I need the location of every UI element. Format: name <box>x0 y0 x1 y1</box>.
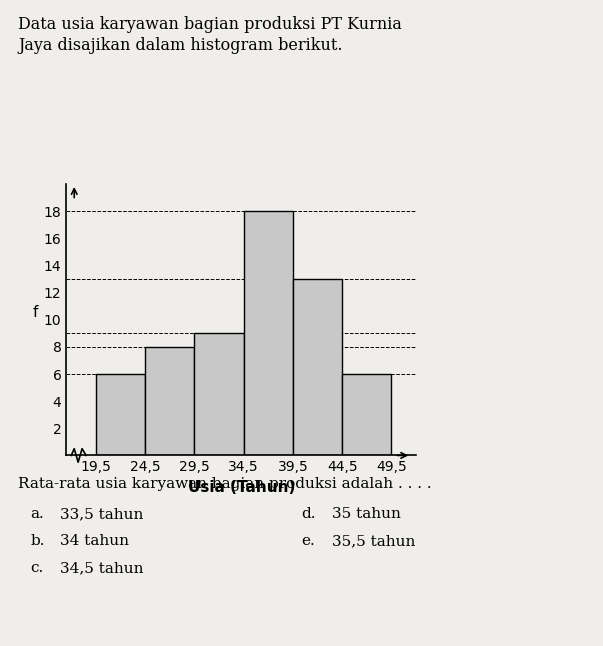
Text: Rata-rata usia karyawan bagian produksi adalah . . . .: Rata-rata usia karyawan bagian produksi … <box>18 477 432 491</box>
Bar <box>342 374 391 455</box>
Text: Jaya disajikan dalam histogram berikut.: Jaya disajikan dalam histogram berikut. <box>18 37 343 54</box>
Text: a.: a. <box>30 507 44 521</box>
Text: 34 tahun: 34 tahun <box>60 534 129 548</box>
Text: 35,5 tahun: 35,5 tahun <box>332 534 415 548</box>
Y-axis label: f: f <box>33 305 38 320</box>
Text: b.: b. <box>30 534 45 548</box>
Bar <box>96 374 145 455</box>
Bar <box>293 279 342 455</box>
Text: 35 tahun: 35 tahun <box>332 507 400 521</box>
Text: Data usia karyawan bagian produksi PT Kurnia: Data usia karyawan bagian produksi PT Ku… <box>18 16 402 33</box>
Text: d.: d. <box>302 507 316 521</box>
Text: 34,5 tahun: 34,5 tahun <box>60 561 144 576</box>
Text: c.: c. <box>30 561 43 576</box>
Text: 33,5 tahun: 33,5 tahun <box>60 507 144 521</box>
Bar <box>194 333 244 455</box>
Bar <box>145 347 194 455</box>
Text: e.: e. <box>302 534 315 548</box>
X-axis label: Usia (Tahun): Usia (Tahun) <box>188 480 295 495</box>
Bar <box>244 211 293 455</box>
